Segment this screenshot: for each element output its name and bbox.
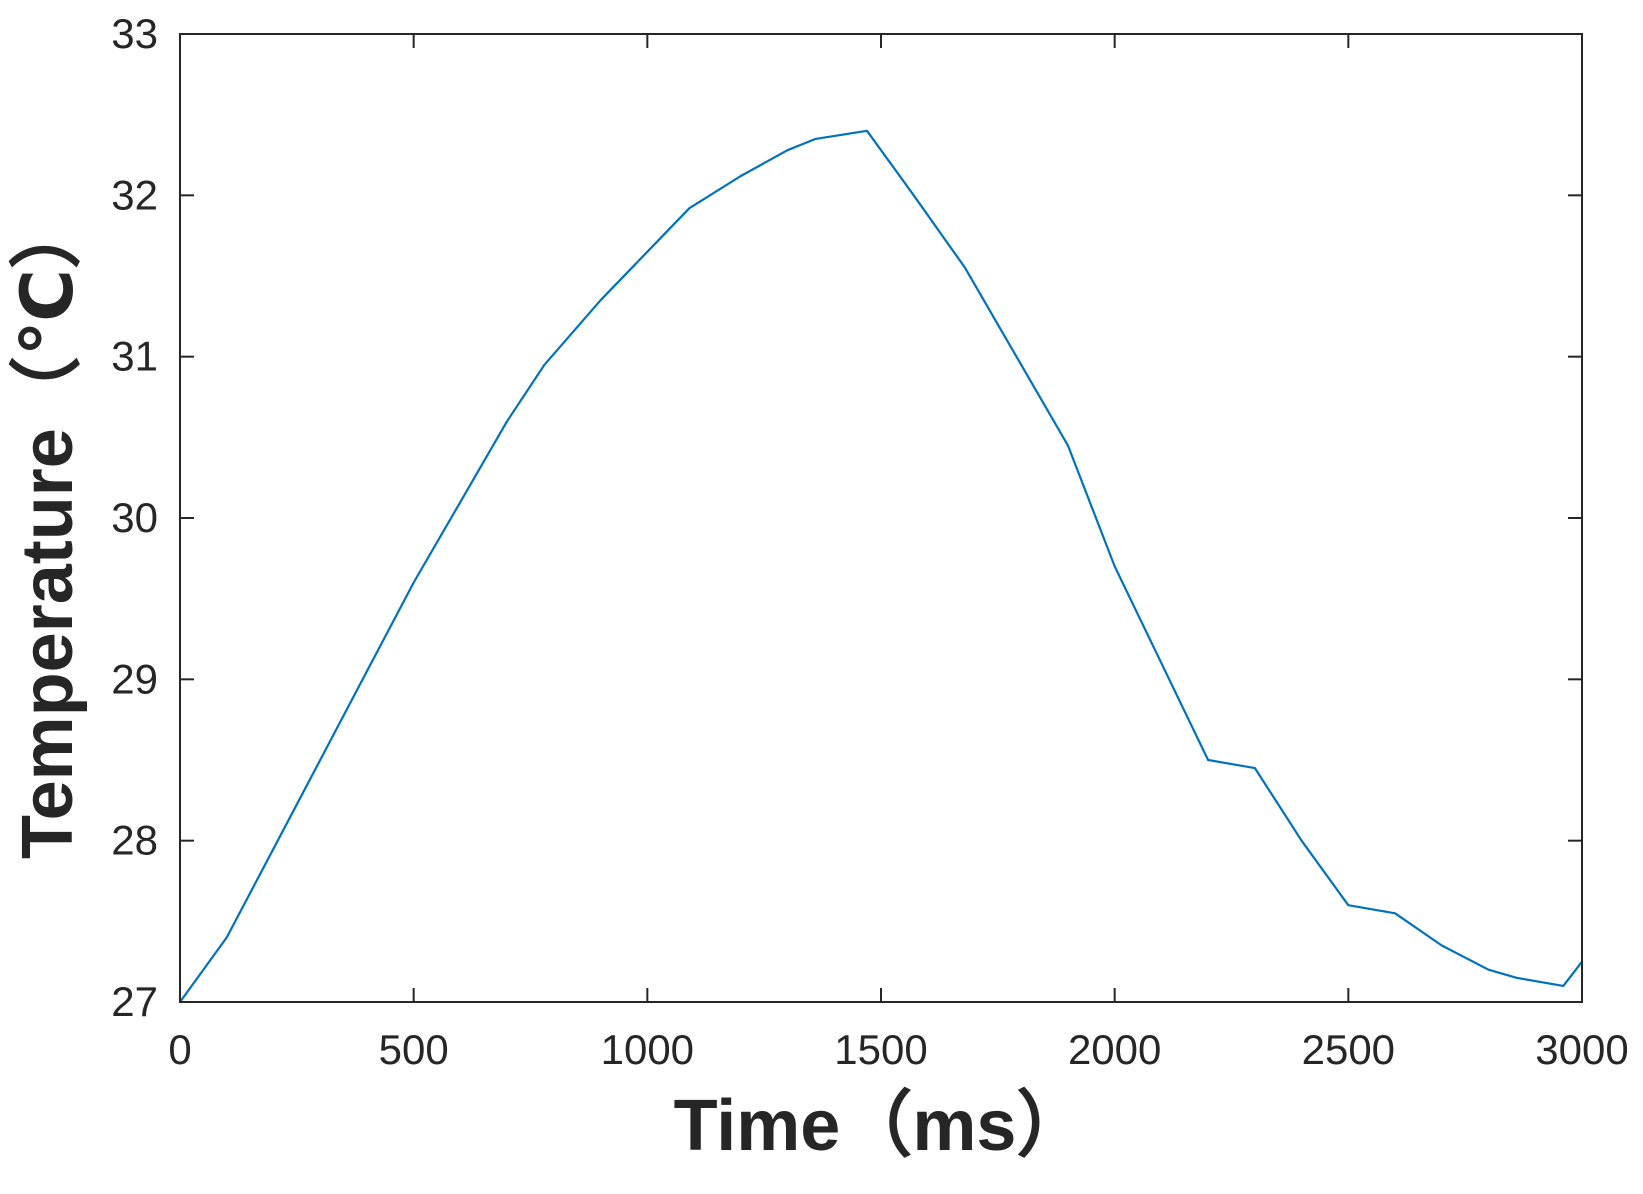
x-axis-title: Time（ms）: [674, 1086, 1089, 1166]
y-tick-label: 30: [111, 494, 158, 541]
x-tick-label: 0: [168, 1026, 191, 1073]
x-tick-label: 2500: [1302, 1026, 1395, 1073]
x-tick-label: 1500: [834, 1026, 927, 1073]
axis-ticks: [179, 33, 1583, 1003]
y-tick-label: 27: [111, 978, 158, 1025]
y-tick-label: 29: [111, 655, 158, 702]
y-tick-label: 33: [111, 10, 158, 57]
y-tick-label: 31: [111, 333, 158, 380]
x-tick-label: 500: [379, 1026, 449, 1073]
series-line-1: [179, 129, 1583, 1003]
x-tick-label: 1000: [601, 1026, 694, 1073]
x-tick-label: 2000: [1068, 1026, 1161, 1073]
y-axis-title: Temperature（℃）: [8, 197, 88, 859]
tick-labels: 0 500 1000 1500 2000 2500 3000 27 28 29 30 31 32 33: [111, 10, 1628, 1073]
y-tick-label: 32: [111, 171, 158, 218]
x-tick-label: 3000: [1535, 1026, 1628, 1073]
y-tick-label: 28: [111, 817, 158, 864]
